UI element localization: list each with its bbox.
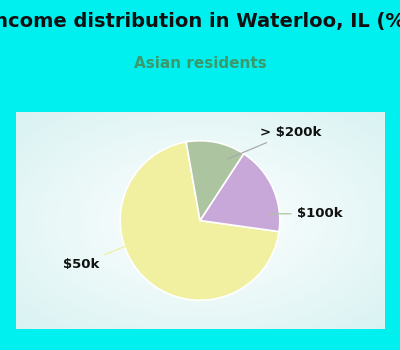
Text: Asian residents: Asian residents <box>134 56 266 71</box>
Wedge shape <box>200 154 280 232</box>
Text: Income distribution in Waterloo, IL (%): Income distribution in Waterloo, IL (%) <box>0 12 400 31</box>
Wedge shape <box>186 141 244 220</box>
Text: > $200k: > $200k <box>228 126 322 159</box>
Text: $100k: $100k <box>270 207 342 220</box>
Wedge shape <box>120 142 279 300</box>
Text: $50k: $50k <box>62 238 145 271</box>
